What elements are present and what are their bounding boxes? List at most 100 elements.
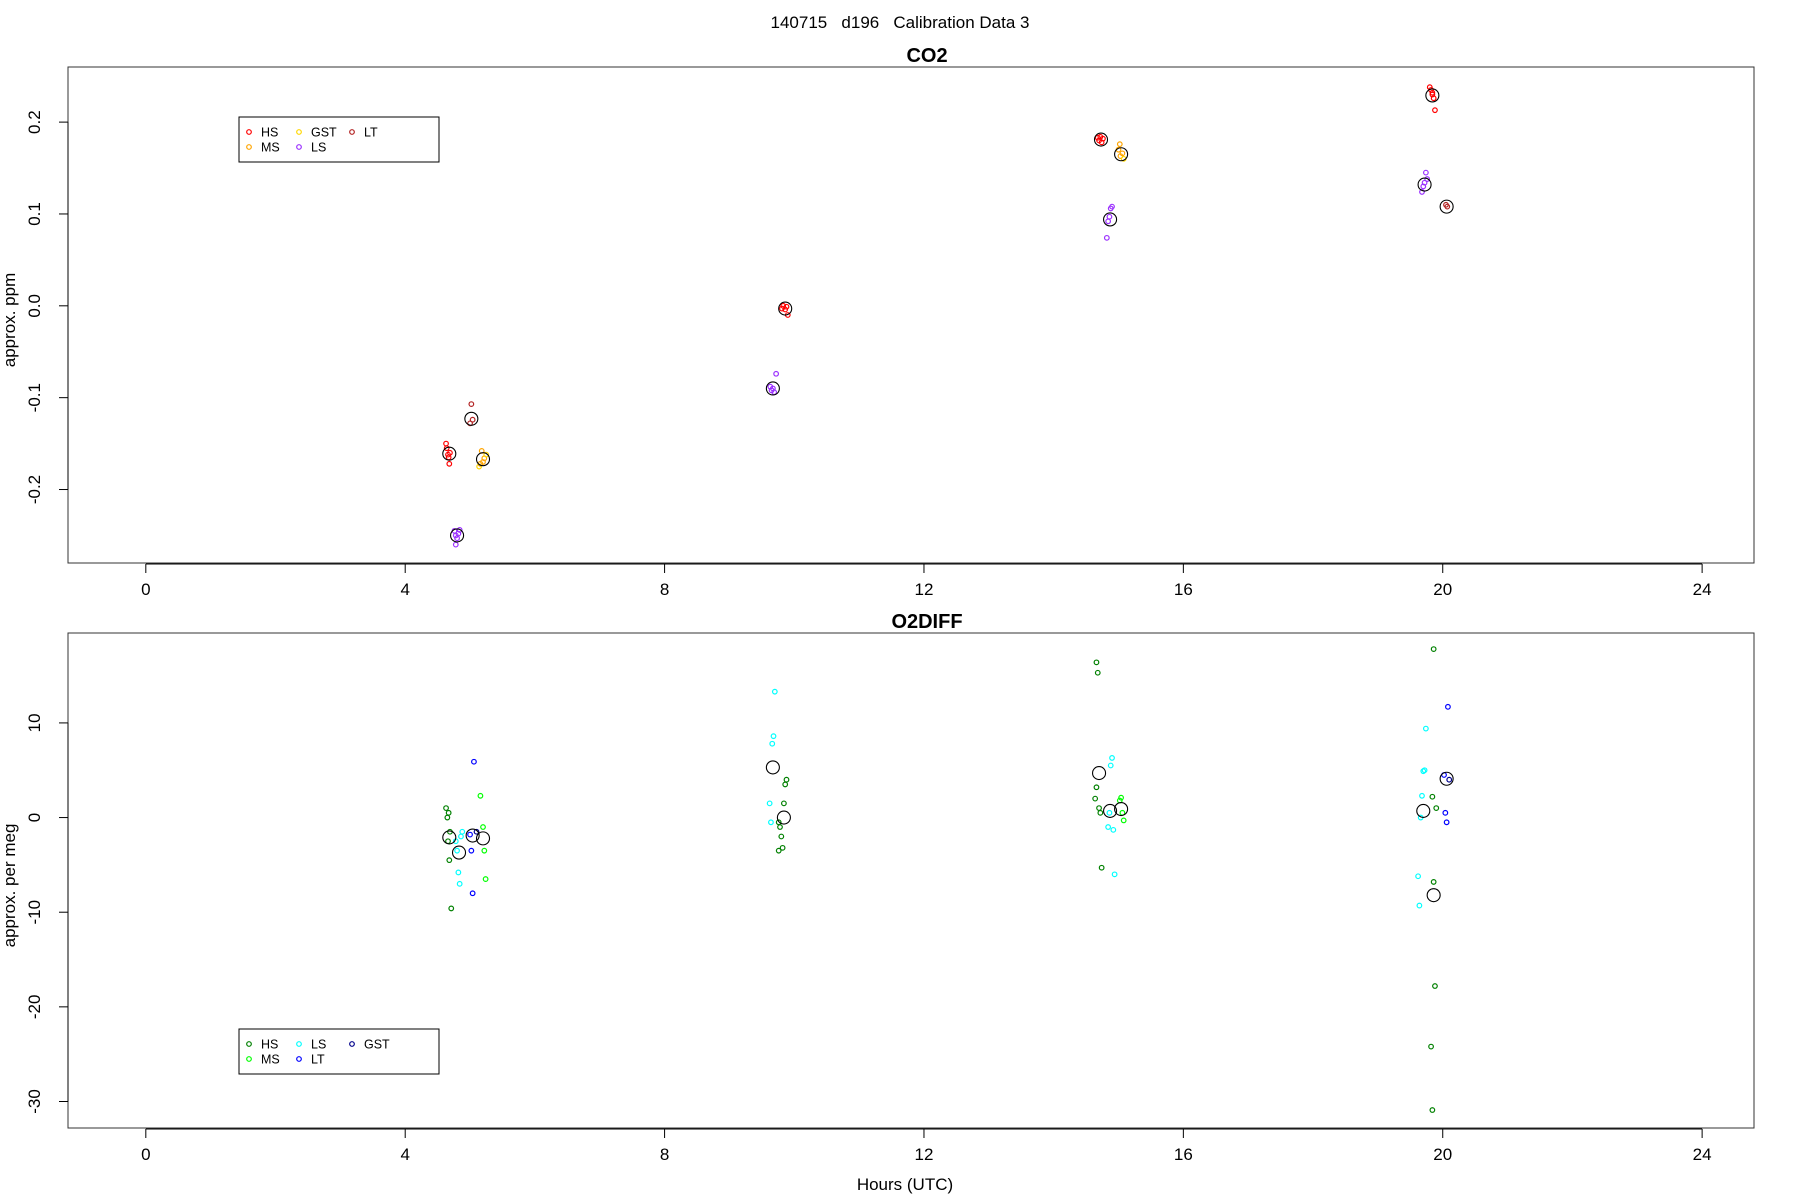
data-point-hs <box>782 306 789 313</box>
y-tick-label: -30 <box>25 1089 44 1114</box>
x-tick-label: 24 <box>1693 580 1712 599</box>
x-tick-label: 4 <box>400 1145 409 1164</box>
data-point-hs <box>1430 879 1437 885</box>
data-point-hs <box>443 805 449 811</box>
data-point-ls <box>458 833 464 840</box>
x-tick-label: 8 <box>660 580 669 599</box>
mean-marker <box>451 845 467 860</box>
data-point-ms <box>1116 141 1123 148</box>
data-point-ls <box>452 541 459 548</box>
data-point-ls <box>1421 179 1428 186</box>
data-point-ls <box>1107 762 1114 769</box>
legend-marker <box>296 129 302 135</box>
legend-label: HS <box>261 126 278 140</box>
data-point-hs <box>782 781 789 788</box>
legend-marker <box>296 1056 302 1062</box>
mean-marker <box>1092 766 1107 781</box>
data-point-lt <box>1445 703 1451 710</box>
data-point-ls <box>455 869 462 876</box>
legend-label: HS <box>261 1038 278 1052</box>
mean-marker <box>475 452 491 467</box>
data-point-gst <box>483 451 490 458</box>
data-point-hs <box>1094 669 1101 676</box>
y-tick-label: -0.1 <box>25 383 44 412</box>
y-tick-label: 0.1 <box>25 202 44 226</box>
data-point-ms <box>481 847 488 854</box>
x-tick-label: 0 <box>141 580 150 599</box>
figure-title: 140715 d196 Calibration Data 3 <box>771 13 1030 32</box>
data-point-hs <box>1097 809 1104 816</box>
mean-marker <box>765 381 780 396</box>
data-point-ls <box>770 733 777 740</box>
data-point-ms <box>480 824 486 830</box>
data-point-hs <box>1432 107 1438 114</box>
data-point-hs <box>775 847 782 854</box>
mean-marker <box>1439 771 1454 786</box>
data-point-ls <box>1106 213 1113 220</box>
x-tick-label: 20 <box>1433 1145 1452 1164</box>
data-point-ms <box>1119 150 1126 157</box>
y-tick-label: 0 <box>25 813 44 822</box>
x-tick-label: 0 <box>141 1145 150 1164</box>
mean-marker <box>464 411 479 426</box>
y-axis-label: approx. ppm <box>0 273 19 368</box>
data-point-lt <box>1443 819 1450 826</box>
data-point-ls <box>456 527 463 533</box>
mean-marker <box>442 446 457 461</box>
data-point-lt <box>1442 809 1449 816</box>
data-point-ls <box>1422 725 1429 732</box>
data-point-hs <box>447 449 453 456</box>
data-point-ms <box>1120 817 1127 824</box>
x-tick-label: 16 <box>1174 580 1193 599</box>
legend-marker <box>349 1041 355 1047</box>
data-point-hs <box>445 809 452 816</box>
y-tick-label: 0.2 <box>25 110 44 134</box>
x-tick-label: 20 <box>1433 580 1452 599</box>
y-tick-label: 10 <box>25 713 44 732</box>
legend-label: LT <box>364 126 378 140</box>
data-point-hs <box>448 905 455 912</box>
mean-marker <box>475 831 491 846</box>
legend-label: GST <box>311 126 337 140</box>
data-point-hs <box>1428 1043 1434 1050</box>
data-point-lt <box>471 758 477 765</box>
mean-marker <box>1417 177 1432 192</box>
data-point-hs <box>1433 805 1440 811</box>
data-point-hs <box>1430 95 1437 102</box>
mean-marker <box>465 828 480 843</box>
data-point-hs <box>446 857 453 864</box>
legend-label: GST <box>364 1038 390 1052</box>
data-point-gst <box>473 828 480 835</box>
data-point-ls <box>1424 176 1431 182</box>
legend-label: MS <box>261 141 280 155</box>
legend-label: MS <box>261 1053 280 1067</box>
data-point-ls <box>1111 871 1118 878</box>
data-point-hs <box>1429 793 1436 800</box>
data-point-hs <box>1094 134 1101 141</box>
data-point-lt <box>1444 203 1451 210</box>
panel-title: O2DIFF <box>891 611 962 633</box>
y-tick-label: -0.2 <box>25 475 44 504</box>
legend-marker <box>246 1041 252 1047</box>
x-tick-label: 12 <box>915 1145 934 1164</box>
data-point-lt <box>468 847 475 854</box>
data-point-ls <box>769 740 776 747</box>
mean-marker <box>1093 132 1109 147</box>
data-point-ls <box>454 847 460 854</box>
legend-marker <box>296 144 302 150</box>
data-point-hs <box>1429 1107 1436 1113</box>
data-point-ls <box>1103 234 1110 241</box>
data-point-ls <box>773 370 780 377</box>
x-tick-label: 12 <box>915 580 934 599</box>
data-point-hs <box>777 824 783 830</box>
y-tick-label: 0.0 <box>25 294 44 318</box>
data-point-hs <box>1100 135 1106 142</box>
data-point-ls <box>456 880 463 887</box>
data-point-hs <box>1098 864 1105 871</box>
data-point-ms <box>477 792 484 799</box>
data-point-ls <box>1105 218 1112 225</box>
mean-marker <box>1103 803 1118 818</box>
data-point-hs <box>778 833 785 840</box>
x-tick-label: 16 <box>1174 1145 1193 1164</box>
